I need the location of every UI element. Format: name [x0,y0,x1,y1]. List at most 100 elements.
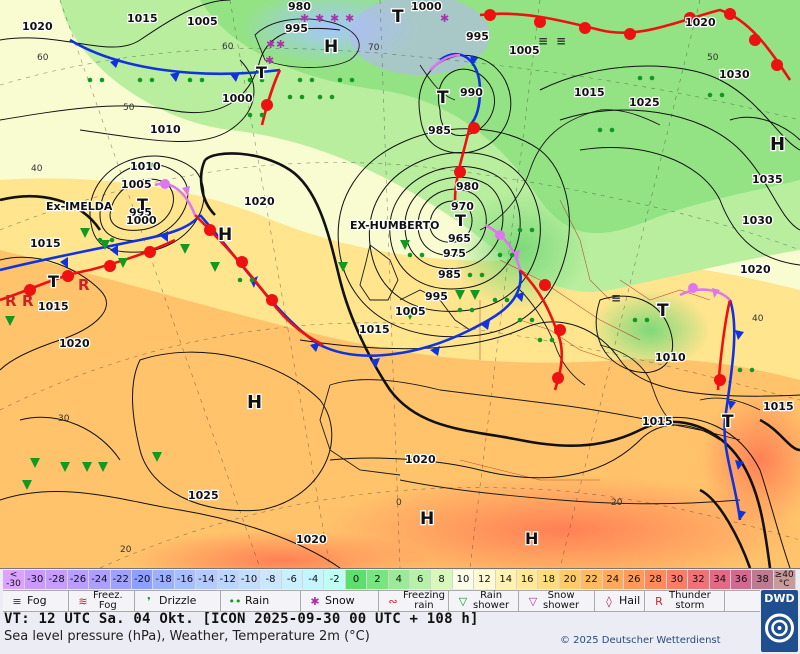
temperature-scale-cell: -4 [303,570,325,589]
high-pressure-center: H [420,509,434,529]
temperature-scale-cell: 16 [516,570,539,589]
weather-legend-label: Snow shower [543,590,580,611]
high-pressure-center: H [324,37,338,57]
temperature-scale-cell: 0 [345,570,368,589]
temperature-scale-cell: 2 [367,570,389,589]
weather-legend-item: ∾ Freezing rain [379,591,449,611]
temperature-scale-cell: 4 [388,570,411,589]
pressure-label: 1000 [411,0,442,13]
temperature-scale-cell: 24 [602,570,624,589]
green-patch [590,290,710,370]
pressure-label: 995 [425,290,448,303]
scale-high-cap: ≥40 °C [773,570,796,589]
pressure-label: 970 [451,200,474,213]
latitude-label: 0 [396,498,402,508]
temperature-scale-cell: 18 [538,570,560,589]
low-pressure-center: T [722,412,734,432]
temperature-scale-cell: -22 [110,570,132,589]
temperature-scale-cell: -16 [174,570,197,589]
temperature-scale-cell: 32 [688,570,710,589]
temperature-scale-cell: 26 [623,570,646,589]
pressure-label: 1015 [30,237,61,250]
latitude-label: 20 [120,545,132,555]
pressure-label: 1020 [405,453,436,466]
svg-text:R: R [22,292,34,310]
svg-text:≡: ≡ [538,34,548,48]
pressure-label: 1010 [130,160,161,173]
dwd-logo: DWD [761,590,798,652]
occlusion-symbols [160,179,720,298]
weather-legend-item: ✱ Snow [301,591,379,611]
weather-legend-item: ≡ Fog [3,591,69,611]
temperature-scale-cell: 12 [474,570,496,589]
temperature-scale-cell: -18 [153,570,175,589]
pressure-label: 1015 [763,400,794,413]
storm-names: Ex-IMELDA EX-HUMBERTO [45,199,441,234]
svg-text:✱: ✱ [345,12,354,25]
parameter-description: Sea level pressure (hPa), Weather, Tempe… [4,629,370,644]
pressure-label: 1020 [22,20,53,33]
latitude-label: 60 [37,53,49,63]
pressure-label: 1020 [740,263,771,276]
pressure-label: 1015 [359,323,390,336]
pressure-label: 1005 [121,178,152,191]
pressure-label: 965 [448,232,471,245]
pressure-label: 1030 [742,214,773,227]
pressure-label: 1015 [127,12,158,25]
temperature-scale-cell: 36 [730,570,753,589]
weather-legend-label: Fog [27,594,47,607]
svg-text:≡: ≡ [611,291,621,305]
svg-text:R: R [78,276,90,294]
weather-legend-item: R Thunder storm [645,591,725,611]
scale-low-cap-bottom: -30 [6,578,21,589]
high-pressure-center: H [770,134,785,155]
latitude-label: 60 [222,42,234,52]
temperature-scale-cell: -8 [260,570,282,589]
svg-text:≡: ≡ [556,34,566,48]
pressure-label: 1020 [59,337,90,350]
weather-legend-item: ❜ Drizzle [135,591,221,611]
pressure-label: 1000 [222,92,253,105]
temperature-scale-cell: 38 [752,570,774,589]
snow-icon: ✱ [310,594,320,608]
weather-legend-label: Freez. Fog [93,590,123,611]
high-pressure-center: H [218,225,232,245]
pressure-label: 1030 [719,68,750,81]
temperature-scale-cell: 8 [431,570,453,589]
pressure-label: 1005 [395,305,426,318]
weather-legend-item: ▽ Snow shower [519,591,595,611]
temperature-scale-cell: 34 [709,570,731,589]
low-pressure-center: T [137,195,148,214]
pressure-label: 1025 [188,489,219,502]
weather-legend: ≡ Fog ≋ Freez. Fog ❜ Drizzle •• Rain ✱ Snow ∾ Freez… [3,590,760,612]
pressure-label: 1000 [126,214,157,227]
cold-front-triangles [60,55,746,520]
storm-name-label: Ex-IMELDA [46,200,113,213]
temperature-scale-cell: 30 [666,570,689,589]
latitude-labels: 60 50 40 30 20 0 20 40 50 60 70 [31,42,764,555]
temperature-scale-cell: 28 [645,570,667,589]
temperature-scale: < -30 -30 -28 -26 -24 -22 -20 -18 -16 -14 -12 -10-… [3,570,796,589]
valid-time: VT: 12 UTC Sa. 04 Okt. [ICON 2025-09-30 … [4,611,479,627]
low-pressure-center: T [455,211,466,230]
pressure-label: 1005 [187,15,218,28]
country-borders [459,199,711,481]
pressure-label: 995 [466,30,489,43]
occluded-fronts [154,53,731,301]
thunder-icon: R [655,594,663,608]
temperature-scale-cell: -6 [281,570,304,589]
copyright: © 2025 Deutscher Wetterdienst [560,635,721,646]
latitude-label: 40 [31,164,43,174]
weather-legend-label: Snow [325,594,355,607]
low-pressure-center: T [48,272,59,291]
main-isobars [0,152,800,568]
hot-patch [320,475,800,568]
pressure-label: 1020 [685,16,716,29]
pressure-centers: H T T T H T H T T T H T H H [47,6,787,550]
fog-icon: ≡ [12,594,22,608]
pressure-label: 1010 [150,123,181,136]
low-pressure-center: T [657,301,669,321]
hot-patch [130,530,430,568]
